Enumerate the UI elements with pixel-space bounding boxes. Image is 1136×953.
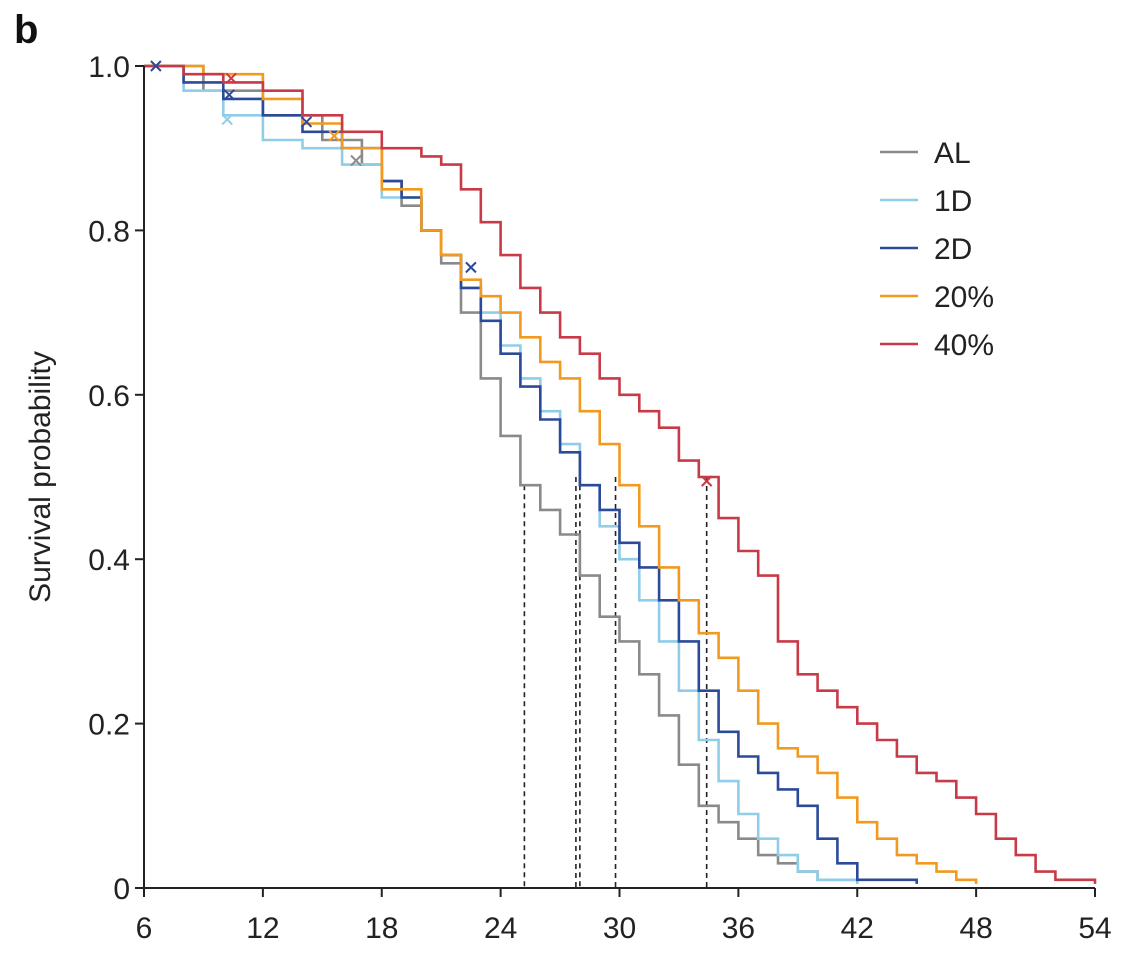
series-line-al: [144, 64, 859, 884]
x-tick-label: 30: [603, 912, 636, 945]
series-line-40pct: [144, 64, 1097, 884]
legend-item-1d: 1D: [880, 185, 972, 218]
y-tick-label: 0.2: [88, 709, 130, 742]
legend-label: 20%: [934, 281, 994, 314]
censor-mark: [350, 154, 362, 167]
legend-label: AL: [934, 137, 971, 170]
censor-mark: [300, 116, 313, 128]
series-line-1d: [144, 64, 859, 884]
y-tick-label: 0.6: [88, 380, 130, 413]
series-lines: [144, 64, 1097, 884]
censor-mark: [150, 60, 162, 72]
legend-label: 40%: [934, 329, 994, 362]
censor-mark: [225, 72, 237, 85]
censor-marks: [150, 60, 713, 487]
legend-label: 2D: [934, 233, 972, 266]
y-tick-label: 0.4: [88, 544, 130, 577]
censor-mark: [328, 130, 340, 142]
legend: AL 1D 2D 20% 40%: [880, 137, 994, 362]
y-tick-label: 1.0: [88, 51, 130, 84]
series-line-2d: [144, 64, 918, 884]
ticks: 6 12 18 24 30 36 42 48 54 0 0.2 0.4 0.6 0.8 1.0: [88, 51, 1111, 945]
x-tick-label: 18: [365, 912, 398, 945]
censor-mark: [465, 261, 477, 274]
x-tick-label: 24: [484, 912, 517, 945]
x-tick-label: 12: [246, 912, 279, 945]
y-tick-label: 0: [113, 873, 130, 906]
series-line-20pct: [144, 64, 978, 884]
censor-mark: [700, 475, 713, 487]
legend-item-40pct: 40%: [880, 329, 994, 362]
legend-item-20pct: 20%: [880, 281, 994, 314]
censor-mark: [223, 89, 235, 101]
x-tick-label: 42: [841, 912, 874, 945]
x-tick-label: 36: [722, 912, 755, 945]
y-tick-label: 0.8: [88, 215, 130, 248]
legend-item-2d: 2D: [880, 233, 972, 266]
x-tick-label: 6: [136, 912, 153, 945]
x-tick-label: 54: [1078, 912, 1111, 945]
legend-label: 1D: [934, 185, 972, 218]
censor-mark: [221, 113, 233, 126]
panel-label: b: [14, 8, 39, 52]
legend-item-al: AL: [880, 137, 971, 170]
y-axis-label: Survival probability: [24, 351, 57, 603]
x-tick-label: 48: [959, 912, 992, 945]
